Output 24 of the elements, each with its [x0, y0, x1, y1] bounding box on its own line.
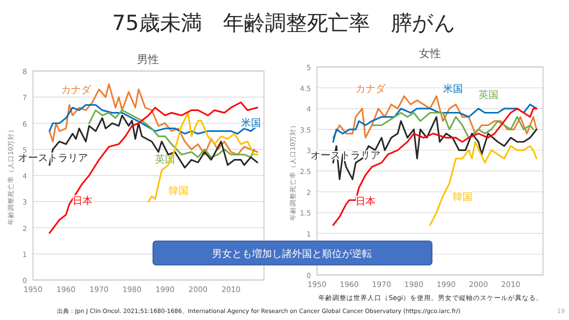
- chart-title: 女性: [419, 47, 441, 60]
- series-label: 米国: [442, 82, 463, 95]
- series-label: カナダ: [61, 84, 92, 96]
- series-label: 韓国: [452, 191, 473, 204]
- annotation: 男女とも増加し諸外国と順位が逆転: [212, 248, 372, 260]
- series-label: 米国: [240, 116, 261, 129]
- series-label: オーストラリア: [18, 153, 88, 164]
- line-series: [332, 108, 538, 226]
- series-label: 英国: [478, 89, 498, 102]
- series-label: 韓国: [168, 184, 188, 197]
- line-series: [332, 104, 538, 143]
- line-series: [148, 112, 258, 202]
- line-series: [48, 104, 258, 134]
- chart-title: 男性: [137, 53, 159, 66]
- line-series: [371, 112, 534, 139]
- text: 75歳未満 年齢調整死亡率 膵がん: [112, 11, 456, 35]
- line-series: [48, 102, 258, 234]
- series-label: カナダ: [356, 82, 387, 95]
- line-series: [48, 83, 258, 156]
- line-series: [429, 141, 538, 226]
- line-series: [332, 116, 538, 180]
- line-series: [48, 114, 258, 168]
- series-label: 日本: [72, 195, 93, 208]
- series-label: 日本: [356, 195, 376, 208]
